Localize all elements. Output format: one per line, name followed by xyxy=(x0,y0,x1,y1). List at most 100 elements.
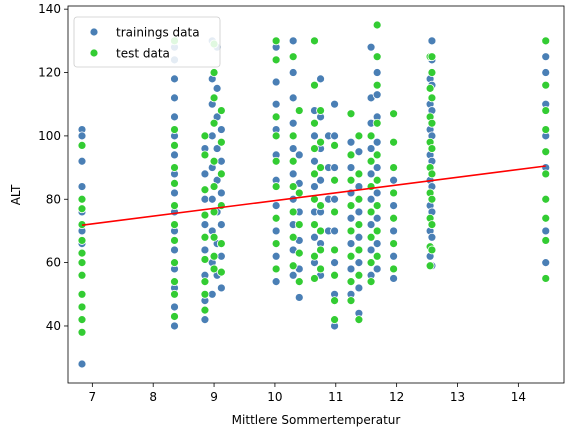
test-point xyxy=(200,289,210,299)
y-tick-label: 60 xyxy=(46,256,61,270)
test-point xyxy=(541,125,551,134)
test-point xyxy=(170,236,179,245)
y-tick-label: 80 xyxy=(46,192,61,206)
test-point xyxy=(200,232,210,242)
test-point xyxy=(354,245,364,255)
test-point xyxy=(77,315,87,325)
train-point xyxy=(389,175,398,185)
train-point xyxy=(200,194,210,204)
test-point xyxy=(427,169,437,179)
train-point xyxy=(330,131,339,141)
test-point xyxy=(77,327,87,337)
test-point xyxy=(271,264,281,274)
test-point xyxy=(330,270,339,280)
train-point xyxy=(330,163,339,172)
test-point xyxy=(330,207,339,217)
x-tick-label: 13 xyxy=(450,390,465,404)
train-point xyxy=(200,169,210,179)
test-point xyxy=(294,248,304,258)
test-point xyxy=(541,274,551,283)
test-point xyxy=(216,239,226,249)
test-point xyxy=(541,169,551,179)
series-test xyxy=(77,20,551,337)
test-point xyxy=(389,213,398,223)
test-point xyxy=(216,137,226,147)
train-point xyxy=(288,118,298,128)
train-point xyxy=(288,270,298,280)
x-tick-label: 7 xyxy=(89,390,97,404)
test-point xyxy=(170,179,179,188)
test-point xyxy=(209,93,219,103)
x-axis-label: Mittlere Sommertemperatur xyxy=(232,413,401,427)
test-point xyxy=(330,315,339,325)
train-point xyxy=(77,359,87,369)
test-point xyxy=(310,118,319,128)
train-point xyxy=(330,99,339,109)
test-point xyxy=(200,150,210,160)
train-point xyxy=(170,188,179,198)
train-point xyxy=(372,239,382,249)
regression-line xyxy=(81,165,546,227)
train-point xyxy=(216,283,226,293)
train-point xyxy=(346,163,356,172)
test-point xyxy=(354,194,364,204)
train-point xyxy=(170,93,179,103)
test-point xyxy=(366,277,376,287)
test-point xyxy=(288,52,298,62)
train-point xyxy=(271,226,281,236)
test-point xyxy=(346,109,356,119)
test-point xyxy=(366,258,376,268)
test-point xyxy=(316,226,325,236)
test-point xyxy=(330,140,339,150)
train-point xyxy=(77,182,87,191)
test-point xyxy=(77,270,87,280)
train-point xyxy=(427,36,437,46)
test-point xyxy=(77,194,87,204)
test-point xyxy=(288,207,298,217)
test-point xyxy=(170,312,179,321)
test-point xyxy=(310,274,319,283)
train-point xyxy=(207,289,217,299)
train-point xyxy=(354,283,364,293)
train-point xyxy=(170,321,179,331)
test-point xyxy=(200,305,210,315)
test-point xyxy=(310,144,319,153)
test-point xyxy=(330,296,339,306)
test-point xyxy=(310,36,319,46)
series-train xyxy=(77,36,551,369)
y-tick-label: 120 xyxy=(38,66,61,80)
test-point xyxy=(316,137,325,147)
test-point xyxy=(427,52,437,62)
train-point xyxy=(372,188,382,198)
test-point xyxy=(372,201,382,210)
train-point xyxy=(170,150,179,160)
test-point xyxy=(200,185,210,195)
test-point xyxy=(271,156,281,166)
test-point xyxy=(541,213,551,223)
test-point xyxy=(330,245,339,255)
train-point xyxy=(346,137,356,147)
test-point xyxy=(316,264,325,274)
train-point xyxy=(77,131,87,141)
train-point xyxy=(170,74,179,84)
plot-frame xyxy=(67,5,565,384)
train-point xyxy=(316,74,325,84)
test-point xyxy=(77,140,87,150)
train-point xyxy=(372,163,382,172)
test-point xyxy=(389,188,398,198)
test-point xyxy=(77,302,87,312)
train-point xyxy=(372,264,382,274)
test-point xyxy=(427,144,437,153)
train-point xyxy=(366,169,376,179)
y-tick-label: 100 xyxy=(38,129,61,143)
test-point xyxy=(294,220,304,229)
train-point xyxy=(288,93,298,103)
test-point xyxy=(316,245,325,255)
test-point xyxy=(427,93,437,103)
train-point xyxy=(200,315,210,325)
test-point xyxy=(271,112,281,122)
legend-label-test: test data xyxy=(116,47,170,61)
train-point xyxy=(288,144,298,153)
test-point xyxy=(389,163,398,172)
test-point xyxy=(389,109,398,119)
